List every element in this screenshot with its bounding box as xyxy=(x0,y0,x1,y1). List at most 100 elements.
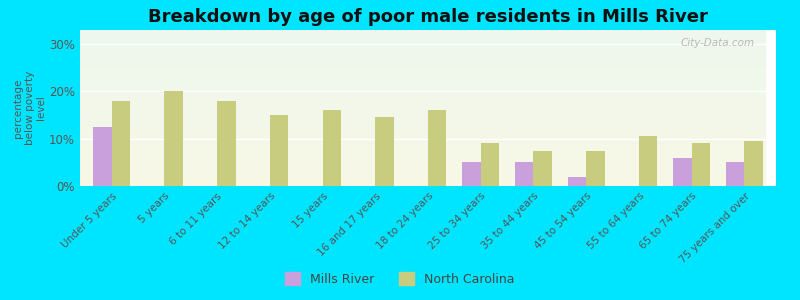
Bar xyxy=(80,141,766,142)
Bar xyxy=(217,101,235,186)
Bar xyxy=(515,162,534,186)
Bar xyxy=(80,78,766,80)
Bar xyxy=(80,167,766,169)
Bar xyxy=(80,164,766,166)
Bar xyxy=(80,170,766,172)
Bar xyxy=(80,49,766,50)
Bar xyxy=(80,153,766,155)
Bar xyxy=(80,39,766,41)
Bar xyxy=(80,114,766,116)
Bar xyxy=(80,99,766,100)
Bar xyxy=(80,158,766,160)
Bar xyxy=(80,61,766,63)
Bar xyxy=(80,102,766,103)
Bar xyxy=(692,143,710,186)
Bar xyxy=(80,80,766,82)
Bar xyxy=(639,136,658,186)
Bar xyxy=(80,177,766,178)
Bar xyxy=(80,53,766,55)
Bar xyxy=(80,133,766,134)
Bar xyxy=(80,95,766,97)
Bar xyxy=(80,100,766,102)
Bar xyxy=(80,64,766,66)
Bar xyxy=(80,124,766,125)
Bar xyxy=(80,56,766,58)
Bar xyxy=(80,89,766,91)
Bar xyxy=(80,161,766,163)
Bar xyxy=(726,162,744,186)
Bar xyxy=(80,144,766,146)
Bar xyxy=(80,92,766,94)
Bar xyxy=(428,110,446,186)
Bar xyxy=(80,163,766,164)
Bar xyxy=(80,169,766,170)
Bar xyxy=(80,43,766,44)
Bar xyxy=(80,77,766,78)
Bar xyxy=(80,181,766,183)
Bar xyxy=(80,128,766,130)
Bar xyxy=(80,166,766,167)
Bar xyxy=(80,130,766,131)
Bar xyxy=(481,143,499,186)
Bar xyxy=(80,88,766,89)
Bar xyxy=(673,158,692,186)
Bar xyxy=(80,30,766,31)
Bar xyxy=(80,85,766,86)
Bar xyxy=(80,147,766,148)
Bar xyxy=(80,47,766,49)
Bar xyxy=(80,52,766,53)
Bar xyxy=(80,178,766,180)
Bar xyxy=(80,60,766,61)
Bar xyxy=(80,121,766,122)
Bar xyxy=(80,184,766,186)
Text: City-Data.com: City-Data.com xyxy=(681,38,755,48)
Bar xyxy=(80,68,766,69)
Bar xyxy=(80,160,766,161)
Bar xyxy=(80,41,766,43)
Bar xyxy=(80,152,766,153)
Bar xyxy=(112,101,130,186)
Bar xyxy=(80,35,766,36)
Bar xyxy=(80,63,766,64)
Bar xyxy=(80,173,766,175)
Bar xyxy=(80,33,766,35)
Bar xyxy=(80,103,766,105)
Bar xyxy=(80,38,766,39)
Bar xyxy=(80,58,766,60)
Bar xyxy=(80,94,766,95)
Bar xyxy=(270,115,288,186)
Bar xyxy=(80,82,766,83)
Bar xyxy=(164,92,183,186)
Bar xyxy=(93,127,112,186)
Bar xyxy=(80,142,766,144)
Bar xyxy=(744,141,763,186)
Bar xyxy=(568,176,586,186)
Bar xyxy=(80,155,766,156)
Bar xyxy=(80,138,766,139)
Bar xyxy=(80,127,766,128)
Bar xyxy=(80,83,766,85)
Bar xyxy=(80,70,766,72)
Bar xyxy=(80,69,766,70)
Bar xyxy=(80,44,766,46)
Bar xyxy=(80,122,766,124)
Bar xyxy=(80,134,766,136)
Bar xyxy=(80,183,766,184)
Bar xyxy=(586,151,605,186)
Bar xyxy=(80,113,766,114)
Bar xyxy=(80,97,766,99)
Bar xyxy=(80,148,766,150)
Bar xyxy=(80,105,766,106)
Bar xyxy=(80,32,766,33)
Title: Breakdown by age of poor male residents in Mills River: Breakdown by age of poor male residents … xyxy=(148,8,708,26)
Bar xyxy=(80,117,766,119)
Bar xyxy=(80,150,766,152)
Bar xyxy=(80,172,766,173)
Bar xyxy=(80,91,766,92)
Bar xyxy=(80,108,766,110)
Bar xyxy=(80,111,766,113)
Bar xyxy=(80,175,766,177)
Bar xyxy=(80,156,766,158)
Bar xyxy=(80,125,766,127)
Bar xyxy=(80,86,766,88)
